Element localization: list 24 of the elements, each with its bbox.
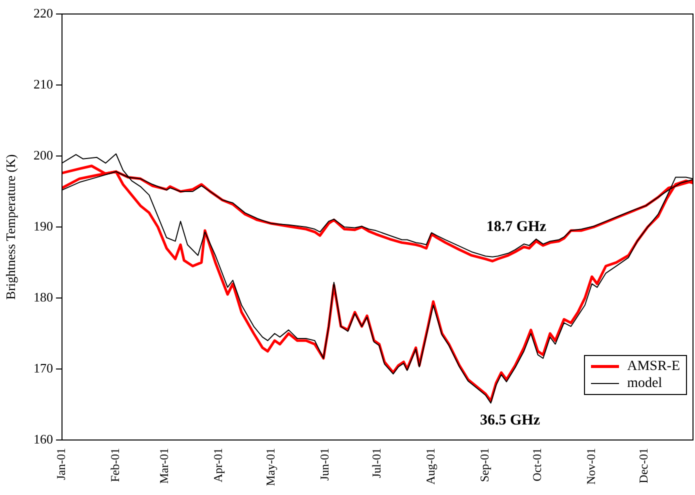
- y-tick-label: 200: [34, 147, 53, 162]
- legend-label: AMSR-E: [627, 358, 680, 375]
- x-tick-label: Mar-01: [157, 448, 171, 484]
- x-tick-label: Nov-01: [584, 448, 598, 485]
- x-tick-label: Feb-01: [108, 448, 122, 482]
- y-tick-label: 170: [34, 360, 53, 376]
- x-tick-label: May-01: [263, 448, 278, 486]
- x-tick-label: Jul-01: [370, 448, 384, 478]
- x-tick-label: Dec-01: [636, 448, 650, 484]
- x-tick-label: Jun-01: [317, 448, 332, 481]
- x-tick-label: Aug-01: [424, 448, 438, 485]
- legend-label: model: [627, 375, 662, 392]
- y-tick-label: 180: [34, 289, 53, 304]
- annotation: 18.7 GHz: [486, 218, 547, 235]
- y-tick-label: 190: [34, 218, 53, 234]
- y-axis-title: Brightness Temperature (K): [3, 154, 18, 300]
- annotation: 36.5 GHz: [480, 412, 540, 429]
- x-tick-label: Sep-01: [478, 448, 492, 482]
- y-tick-label: 220: [34, 5, 53, 20]
- y-tick-label: 210: [34, 76, 53, 92]
- x-tick-label: Apr-01: [211, 448, 226, 482]
- x-tick-label: Jan-01: [54, 448, 68, 480]
- x-tick-label: Oct-01: [530, 448, 544, 482]
- y-tick-label: 160: [34, 431, 53, 446]
